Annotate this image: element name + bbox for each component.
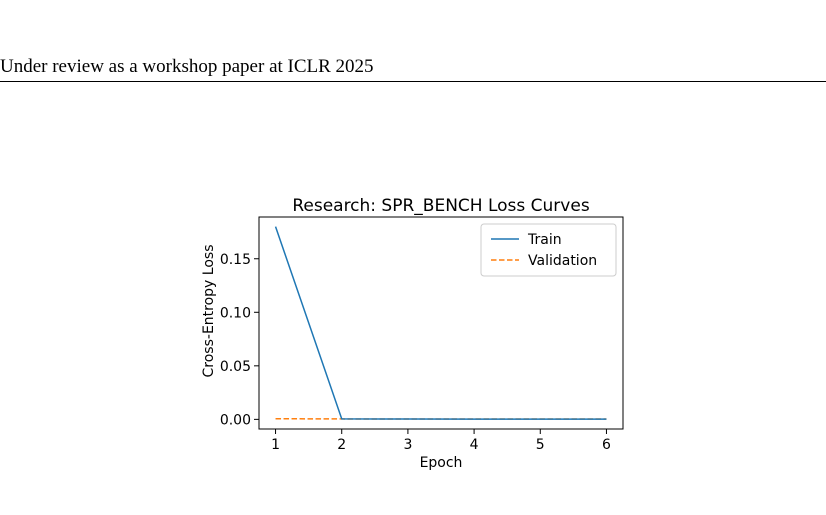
legend-label-validation: Validation	[528, 253, 597, 269]
chart-title: Research: SPR_BENCH Loss Curves	[292, 196, 589, 216]
y-axis-label: Cross-Entropy Loss	[201, 245, 217, 378]
x-tick-label: 5	[536, 437, 545, 453]
plot-frame	[258, 216, 624, 430]
x-tick-label: 1	[271, 437, 280, 453]
running-header: Under review as a workshop paper at ICLR…	[0, 56, 374, 77]
x-tick-label: 2	[337, 437, 346, 453]
x-tick-label: 3	[403, 437, 412, 453]
y-tick-label: 0.15	[220, 252, 251, 268]
y-tick-label: 0.00	[220, 412, 251, 428]
x-axis-label: Epoch	[420, 455, 463, 471]
loss-curve-figure: Research: SPR_BENCH Loss Curves Cross-En…	[180, 188, 640, 478]
legend-box	[480, 223, 617, 277]
x-tick-label: 6	[602, 437, 611, 453]
x-tick-label: 4	[470, 437, 479, 453]
series-line-train	[274, 226, 607, 420]
header-rule	[0, 81, 826, 82]
legend: Train Validation	[480, 223, 617, 277]
legend-label-train: Train	[527, 232, 562, 248]
y-tick-label: 0.10	[220, 305, 251, 321]
loss-chart: Research: SPR_BENCH Loss Curves Cross-En…	[201, 196, 624, 471]
y-tick-label: 0.05	[220, 359, 251, 375]
